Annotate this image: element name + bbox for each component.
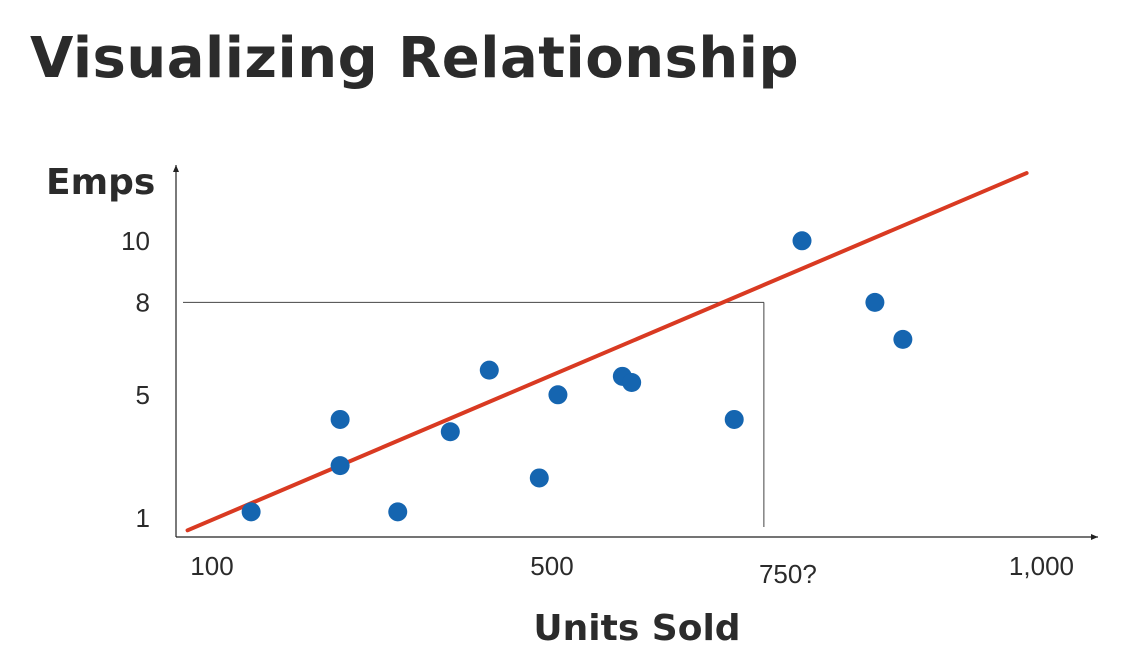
y-tick-label-10: 10 <box>121 226 150 256</box>
data-points <box>241 231 913 522</box>
x-tick-label-500: 500 <box>530 551 573 581</box>
data-point-4 <box>388 502 408 522</box>
data-point-14 <box>893 329 913 349</box>
trend-line-group <box>185 171 1029 533</box>
data-point-2 <box>330 409 350 429</box>
axis-titles: Emps Units Sold <box>46 162 741 649</box>
trend-line <box>185 171 1029 533</box>
x-axis-title: Units Sold <box>533 608 740 649</box>
y-tick-label-8: 8 <box>136 287 150 317</box>
slide-title: Visualizing Relationship <box>30 26 800 91</box>
y-tick-label-1: 1 <box>136 503 150 533</box>
prediction-guides <box>183 301 765 527</box>
data-point-13 <box>865 292 885 312</box>
x-tick-label-100: 100 <box>190 551 233 581</box>
y-tick-label-5: 5 <box>136 380 150 410</box>
data-point-12 <box>792 231 812 251</box>
data-point-6 <box>479 360 499 380</box>
data-point-10 <box>622 372 642 392</box>
data-point-1 <box>241 502 261 522</box>
y-axis-title: Emps <box>46 162 155 203</box>
chart-axes <box>173 165 1098 540</box>
data-point-3 <box>330 456 350 476</box>
x-tick-label-1000: 1,000 <box>1009 551 1074 581</box>
data-point-8 <box>548 385 568 405</box>
data-point-5 <box>440 422 460 442</box>
prediction-label: 750? <box>759 559 817 589</box>
data-point-7 <box>529 468 549 488</box>
tick-labels: 100 500 1,000 750? 1 5 8 10 <box>121 226 1074 589</box>
data-point-11 <box>724 409 744 429</box>
